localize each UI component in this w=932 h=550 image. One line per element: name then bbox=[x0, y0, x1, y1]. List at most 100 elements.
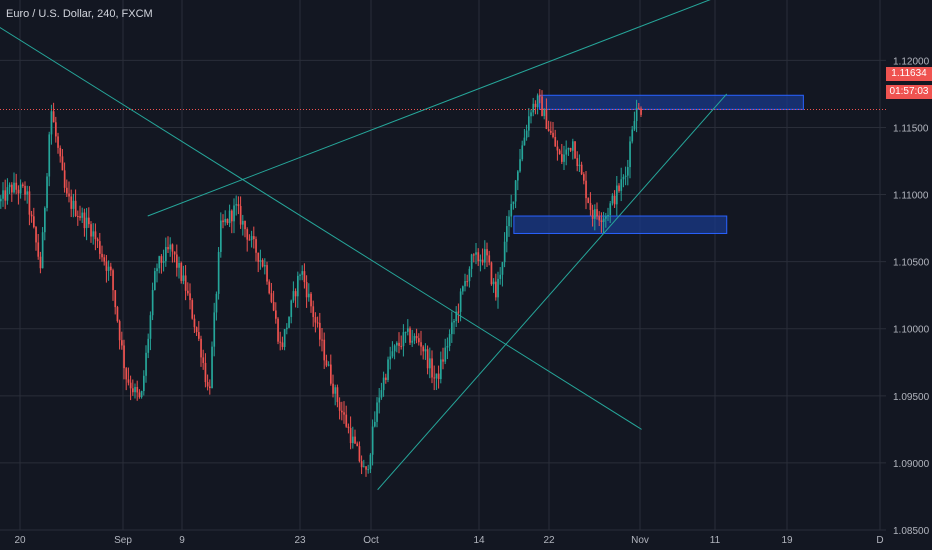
candle bbox=[532, 97, 535, 117]
candle-body bbox=[41, 232, 44, 269]
candle bbox=[204, 353, 207, 388]
bar-countdown-timer: 01:57:03 bbox=[886, 85, 932, 99]
candle bbox=[189, 283, 191, 310]
candle bbox=[200, 335, 202, 367]
candle-body bbox=[206, 382, 209, 387]
candle-body bbox=[479, 259, 482, 262]
candle bbox=[235, 195, 238, 216]
candle-body bbox=[129, 382, 132, 389]
candle bbox=[640, 106, 642, 118]
candle bbox=[624, 166, 627, 186]
zone-support[interactable] bbox=[513, 215, 728, 234]
candle-body bbox=[475, 252, 477, 255]
candle bbox=[277, 317, 279, 345]
candle bbox=[387, 356, 389, 383]
candle-body bbox=[259, 260, 262, 262]
candle-body bbox=[578, 164, 581, 167]
candle bbox=[484, 240, 486, 270]
candle bbox=[180, 261, 183, 284]
candle bbox=[279, 331, 282, 351]
candle-body bbox=[48, 134, 51, 177]
candle bbox=[543, 108, 546, 120]
candle bbox=[569, 147, 572, 152]
candle bbox=[530, 109, 532, 124]
candle-body bbox=[147, 338, 150, 353]
candle-body bbox=[440, 359, 442, 380]
candle-body bbox=[213, 312, 216, 347]
candle bbox=[99, 232, 101, 260]
candle-body bbox=[211, 346, 213, 389]
candle-body bbox=[226, 218, 229, 224]
candle-body bbox=[158, 256, 161, 269]
candle bbox=[178, 256, 180, 279]
candle bbox=[217, 247, 220, 300]
candle bbox=[517, 170, 519, 191]
candle bbox=[321, 327, 323, 352]
trendline-1[interactable] bbox=[0, 13, 642, 430]
candle bbox=[167, 236, 169, 253]
candle bbox=[561, 143, 563, 165]
candle bbox=[226, 218, 229, 226]
candle bbox=[576, 151, 579, 172]
candle bbox=[176, 244, 178, 277]
candle-body bbox=[74, 200, 77, 217]
candle-body bbox=[202, 357, 205, 363]
candle bbox=[28, 186, 31, 226]
candle bbox=[266, 261, 268, 285]
candle bbox=[283, 328, 286, 351]
candle bbox=[165, 237, 167, 267]
trendline-2[interactable] bbox=[147, 0, 727, 217]
candle bbox=[572, 138, 574, 160]
candle bbox=[39, 251, 42, 274]
candle bbox=[314, 312, 317, 333]
candle bbox=[330, 354, 332, 386]
candle bbox=[261, 258, 264, 268]
candle bbox=[158, 255, 161, 274]
candle-body bbox=[215, 293, 218, 313]
candle-body bbox=[209, 386, 211, 389]
candle-body bbox=[200, 338, 202, 358]
x-tick-label: D bbox=[876, 535, 883, 546]
candle bbox=[495, 273, 497, 301]
candle-body bbox=[543, 109, 546, 116]
candle bbox=[132, 379, 134, 396]
candle-body bbox=[596, 209, 598, 217]
candle bbox=[433, 365, 436, 391]
candle bbox=[400, 335, 403, 350]
candle bbox=[110, 262, 112, 277]
candle bbox=[367, 464, 370, 474]
candle-body bbox=[312, 306, 315, 318]
candle bbox=[336, 384, 339, 408]
candle bbox=[470, 253, 473, 278]
y-tick-label: 1.11000 bbox=[893, 191, 929, 202]
candle-body bbox=[574, 141, 576, 159]
candle-body bbox=[530, 112, 532, 117]
candle-body bbox=[572, 141, 574, 151]
candle bbox=[57, 132, 59, 154]
candle bbox=[587, 197, 590, 204]
candle bbox=[622, 174, 625, 188]
zones bbox=[513, 94, 804, 234]
candle bbox=[215, 291, 218, 321]
zone-resistance[interactable] bbox=[538, 94, 804, 110]
candle-body bbox=[365, 466, 367, 470]
candle bbox=[541, 90, 543, 117]
candle bbox=[380, 382, 383, 400]
candle bbox=[244, 220, 246, 238]
candle bbox=[154, 267, 156, 291]
candle-body bbox=[455, 311, 458, 322]
trendline-3[interactable] bbox=[377, 93, 728, 491]
candle-body bbox=[171, 244, 174, 252]
candle-body bbox=[387, 359, 389, 380]
candle-body bbox=[310, 293, 312, 307]
candle-body bbox=[541, 96, 543, 116]
candle-body bbox=[334, 387, 337, 394]
candle bbox=[246, 227, 249, 252]
candle-body bbox=[486, 249, 488, 256]
candle-body bbox=[444, 347, 447, 362]
candle-body bbox=[114, 290, 117, 308]
candle-body bbox=[17, 189, 20, 194]
candle bbox=[444, 338, 447, 365]
